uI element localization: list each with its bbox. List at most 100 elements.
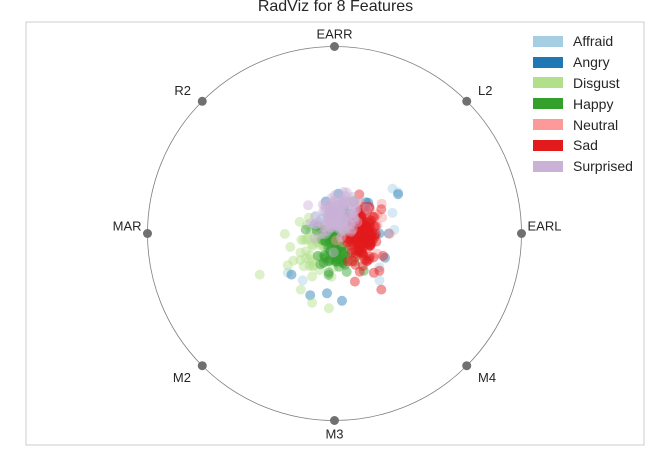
point-sad — [365, 240, 376, 251]
point-happy — [320, 236, 331, 247]
point-happy — [337, 251, 348, 262]
point-disgust — [318, 235, 329, 246]
point-sad — [364, 254, 375, 264]
point-surprised — [318, 206, 329, 217]
point-happy — [336, 229, 347, 240]
point-happy — [324, 237, 335, 248]
point-sad — [351, 248, 362, 259]
point-sad — [366, 231, 377, 242]
point-disgust — [312, 251, 323, 262]
point-disgust — [304, 250, 315, 260]
point-happy — [334, 242, 345, 253]
point-surprised — [320, 202, 331, 213]
point-sad — [346, 213, 356, 224]
legend-swatch — [533, 98, 563, 110]
point-neutral — [372, 209, 383, 220]
point-sad — [354, 237, 365, 247]
point-surprised — [328, 247, 339, 258]
point-affraid — [342, 207, 352, 218]
point-sad — [356, 212, 367, 223]
point-happy — [318, 258, 329, 268]
point-surprised — [335, 205, 345, 216]
point-disgust — [318, 240, 329, 251]
point-sad — [355, 226, 366, 236]
point-sad — [351, 232, 362, 243]
point-surprised — [337, 225, 348, 236]
point-surprised — [342, 209, 353, 220]
point-disgust — [328, 254, 339, 265]
point-disgust — [339, 225, 350, 236]
point-neutral — [351, 211, 362, 222]
point-happy — [324, 234, 335, 245]
point-disgust — [330, 248, 341, 259]
point-sad — [350, 259, 361, 270]
point-sad — [364, 239, 375, 250]
point-happy — [331, 246, 342, 257]
point-angry — [337, 295, 347, 306]
point-neutral — [355, 198, 366, 209]
point-sad — [366, 239, 376, 249]
point-angry — [347, 215, 358, 226]
point-surprised — [339, 215, 350, 226]
point-affraid — [316, 214, 327, 224]
point-affraid — [374, 262, 385, 273]
point-affraid — [387, 207, 398, 218]
legend-item-happy: Happy — [533, 93, 633, 114]
point-disgust — [304, 254, 315, 265]
point-happy — [323, 267, 334, 278]
point-happy — [337, 257, 348, 268]
point-sad — [356, 230, 367, 241]
point-affraid — [334, 214, 345, 224]
point-happy — [331, 246, 342, 257]
point-sad — [359, 237, 370, 248]
point-disgust — [295, 247, 306, 258]
point-sad — [371, 236, 382, 247]
legend-label: Neutral — [573, 116, 619, 133]
point-disgust — [326, 235, 337, 246]
point-sad — [361, 232, 371, 243]
point-angry — [380, 252, 390, 263]
point-happy — [324, 255, 335, 266]
point-surprised — [320, 207, 331, 217]
point-surprised — [317, 199, 328, 210]
point-happy — [340, 253, 351, 264]
point-angry — [305, 290, 316, 301]
point-sad — [358, 233, 369, 244]
point-sad — [345, 240, 356, 251]
anchor-label-earl: EARL — [528, 219, 562, 234]
point-angry — [320, 239, 331, 250]
point-surprised — [333, 213, 344, 224]
point-sad — [342, 237, 353, 248]
point-disgust — [339, 234, 350, 245]
point-sad — [354, 245, 365, 255]
point-surprised — [351, 196, 362, 207]
point-sad — [359, 228, 369, 239]
point-sad — [358, 222, 369, 233]
point-disgust — [311, 236, 322, 247]
point-surprised — [324, 215, 334, 225]
point-surprised — [344, 218, 355, 229]
anchor-point-m2 — [197, 361, 207, 371]
point-sad — [365, 236, 376, 247]
point-sad — [371, 229, 381, 239]
point-sad — [363, 224, 373, 234]
point-sad — [348, 215, 359, 226]
point-happy — [340, 233, 351, 244]
point-disgust — [303, 212, 314, 223]
point-neutral — [344, 223, 355, 234]
point-neutral — [352, 212, 363, 223]
point-surprised — [328, 213, 339, 224]
point-happy — [332, 232, 343, 242]
point-happy — [340, 209, 351, 220]
point-disgust — [316, 252, 327, 263]
point-sad — [362, 220, 373, 231]
point-surprised — [322, 213, 333, 224]
point-disgust — [298, 261, 309, 272]
point-disgust — [316, 223, 327, 234]
point-disgust — [305, 225, 316, 236]
legend-item-surprised: Surprised — [533, 156, 633, 177]
point-sad — [363, 227, 374, 237]
point-surprised — [352, 217, 363, 228]
point-surprised — [325, 220, 336, 231]
point-sad — [348, 239, 359, 250]
